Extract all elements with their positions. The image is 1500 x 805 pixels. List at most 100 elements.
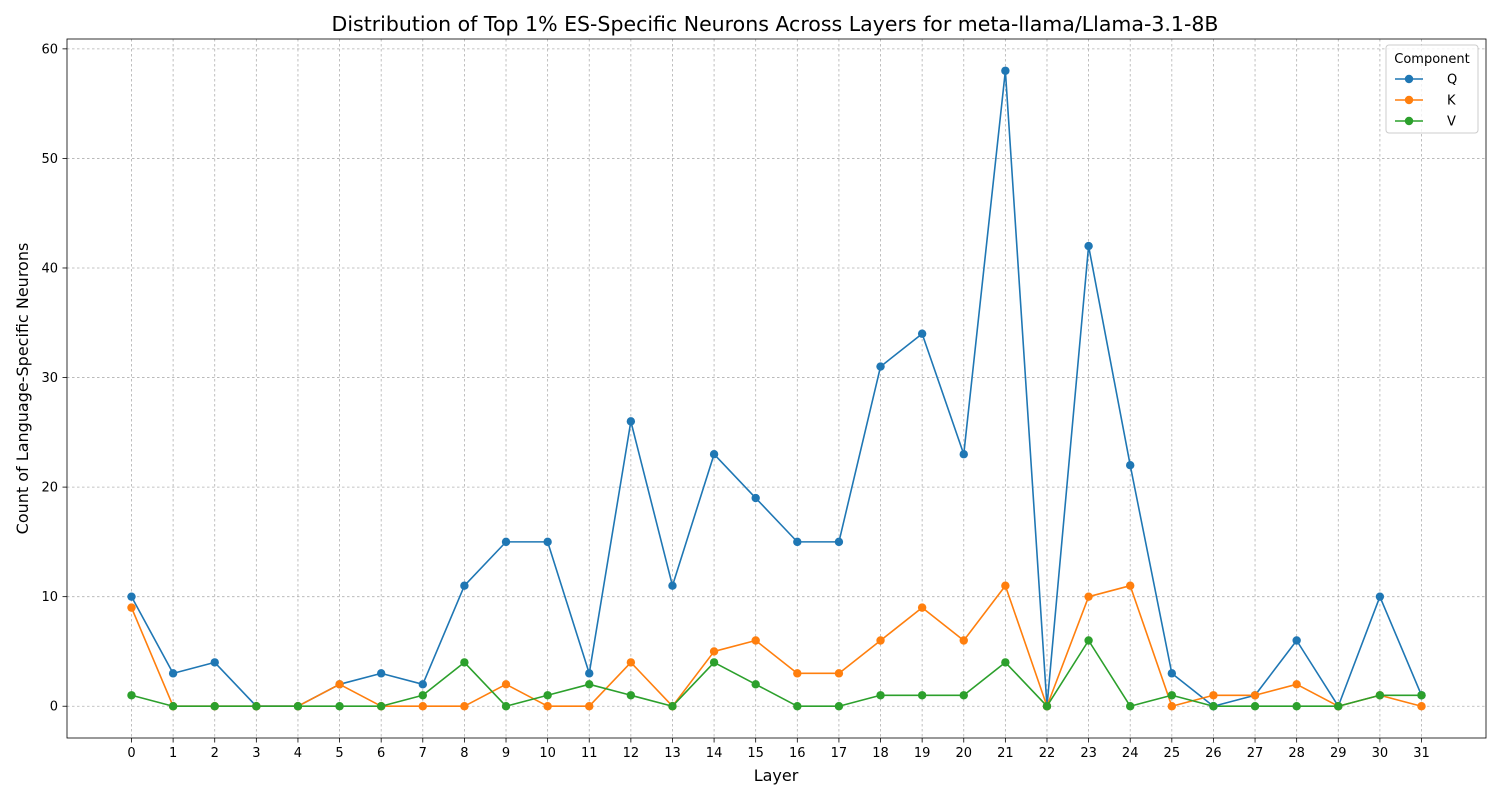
data-point-k [876,636,885,645]
data-point-q [959,450,968,459]
data-point-k [626,658,636,667]
x-tick-label: 15 [747,746,764,761]
data-point-v [1375,691,1385,700]
legend-items: QKV [1395,73,1457,130]
y-tick-label: 40 [41,261,58,276]
grid [67,39,1486,738]
data-point-q [1084,241,1093,251]
data-point-v [876,691,885,700]
data-point-k [834,669,844,678]
data-point-v [1042,702,1052,711]
data-point-v [501,702,511,711]
data-point-k [1209,691,1218,700]
data-point-v [668,702,677,711]
data-point-k [335,680,344,689]
data-point-k [501,680,511,689]
data-point-v [543,691,552,700]
data-point-q [751,493,760,503]
series-lines [127,66,1426,711]
x-tick-label: 5 [335,746,343,761]
legend-label-v: V [1447,115,1456,130]
data-point-v [1126,702,1135,711]
x-tick-label: 30 [1372,746,1389,761]
data-point-k [543,702,552,711]
x-tick-label: 25 [1164,746,1181,761]
x-tick-label: 18 [872,746,889,761]
data-point-v [1250,702,1260,711]
data-point-v [127,691,136,700]
x-tick-label: 6 [377,746,385,761]
data-point-k [460,702,469,711]
y-tick-label: 50 [41,152,58,167]
y-axis-label: Count of Language-Specific Neurons [13,243,32,535]
legend-swatch-marker [1404,74,1414,84]
x-tick-label: 11 [581,746,598,761]
data-point-q [709,450,719,459]
x-tick-label: 23 [1080,746,1097,761]
data-point-q [543,537,552,547]
x-axis-ticks: 0 1 2 3 4 5 6 7 8 9 10 11 12 13 14 15 16 17 18 19 20 21 22 23 24… [127,738,1430,761]
data-point-k [585,702,594,711]
y-tick-label: 10 [41,590,58,605]
x-tick-label: 3 [252,746,260,761]
x-tick-label: 10 [539,746,556,761]
data-point-k [1084,592,1093,601]
legend-item-q: Q [1395,73,1457,88]
legend-swatch-marker [1404,116,1414,126]
data-point-v [1292,702,1301,711]
data-point-v [335,702,344,711]
y-tick-label: 0 [50,700,58,715]
data-point-v [1209,702,1218,711]
x-tick-label: 29 [1330,746,1347,761]
data-point-q [418,680,427,689]
data-point-v [1167,691,1177,700]
data-point-q [376,669,386,678]
legend-label-k: K [1447,94,1456,109]
data-point-k [1126,581,1135,590]
data-point-v [751,680,760,689]
series-v [127,636,1426,711]
data-point-k [1417,702,1426,711]
x-tick-label: 9 [502,746,510,761]
x-tick-label: 13 [664,746,681,761]
data-point-v [1417,691,1426,700]
x-tick-label: 12 [623,746,640,761]
data-point-q [1126,460,1135,470]
data-point-k [793,669,802,678]
legend-swatch-marker [1404,95,1414,105]
data-point-v [709,658,719,667]
data-point-v [418,691,427,700]
series-line-v [131,639,1422,708]
data-point-k [1250,691,1260,700]
legend-item-k: K [1395,94,1456,109]
data-point-k [959,636,968,645]
data-point-k [709,647,719,656]
data-point-v [626,691,636,700]
x-tick-label: 17 [831,746,848,761]
x-tick-label: 4 [294,746,302,761]
data-point-q [668,581,677,590]
legend: Component QKV [1385,44,1479,134]
data-point-k [418,702,427,711]
x-tick-label: 1 [169,746,177,761]
chart-title: Distribution of Top 1% ES-Specific Neuro… [332,12,1219,36]
data-point-v [917,691,927,700]
data-point-q [1292,636,1301,645]
y-tick-label: 20 [41,481,58,496]
x-tick-label: 14 [706,746,723,761]
x-tick-label: 8 [460,746,468,761]
x-tick-label: 20 [955,746,972,761]
x-tick-label: 16 [789,746,806,761]
data-point-v [168,702,178,711]
series-line-k [130,584,1422,708]
x-tick-label: 24 [1122,746,1139,761]
data-point-q [585,669,594,678]
data-point-q [876,362,885,371]
data-point-v [210,702,219,711]
x-tick-label: 28 [1288,746,1305,761]
x-tick-label: 27 [1247,746,1264,761]
x-tick-label: 31 [1413,746,1430,761]
data-point-q [460,581,469,590]
